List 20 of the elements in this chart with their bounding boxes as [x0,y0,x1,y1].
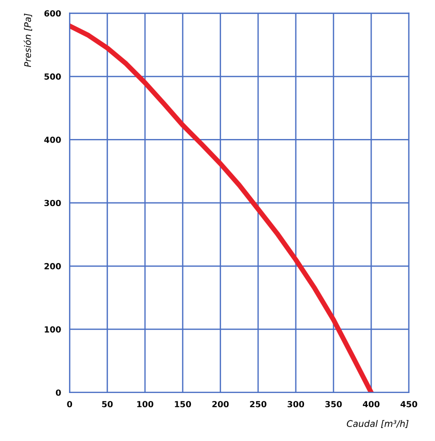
x-tick-label: 150 [174,400,191,408]
x-tick-label: 0 [67,400,72,408]
x-tick-label: 200 [212,400,229,408]
x-tick-label: 250 [250,400,266,408]
x-axis-title: Caudal [m³/h] [346,420,408,428]
y-tick-label: 100 [44,326,61,333]
x-tick-label: 450 [400,400,418,408]
y-tick-label: 300 [44,200,61,206]
y-axis-title: Presión [Pa] [24,14,32,68]
line-series [70,23,374,392]
y-tick-label: 500 [44,73,61,80]
x-tick-label: 350 [325,400,342,408]
x-tick-label: 300 [288,400,304,408]
y-tick-label: 0 [56,389,61,396]
y-tick-label: 400 [44,136,61,143]
y-tick-label: 200 [44,263,61,270]
x-tick-label: 50 [102,400,113,408]
y-tick-label: 600 [44,10,61,17]
x-tick-label: 400 [362,400,380,408]
x-tick-label: 100 [137,400,154,408]
